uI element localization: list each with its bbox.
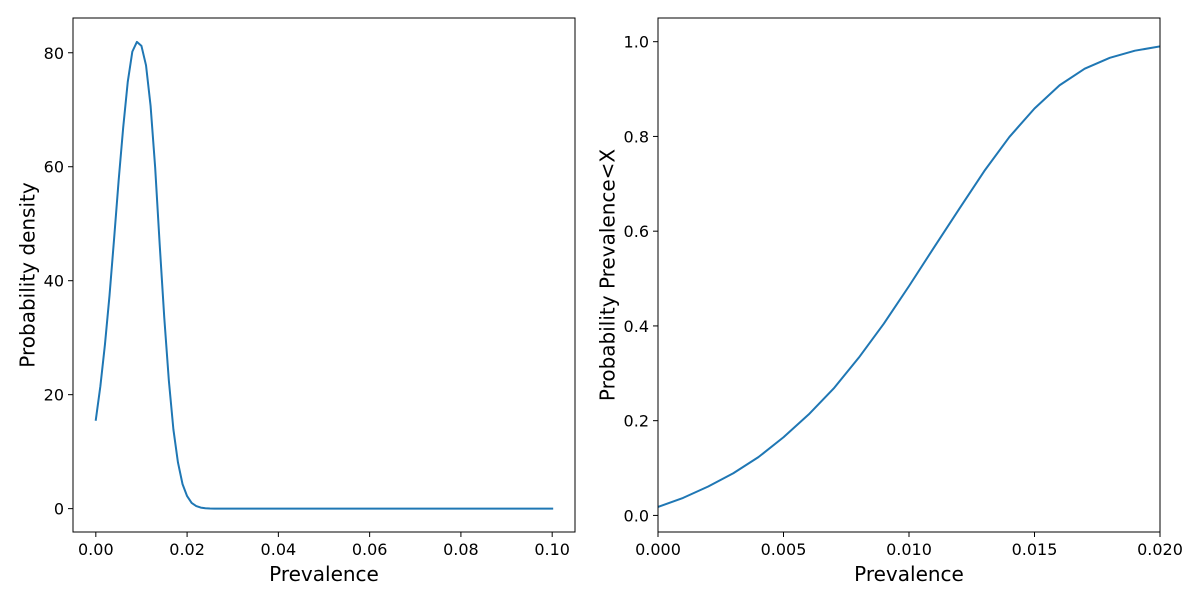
density-y-axis-label: Probability density: [16, 182, 40, 368]
cumulative-y-tick-label: 0.8: [624, 127, 649, 146]
density-plot-area: [94, 40, 554, 510]
density-y-tick-label: 40: [44, 272, 64, 291]
cumulative-y-tick-label: 0.0: [624, 506, 649, 525]
density-y-tick-label: 80: [44, 44, 64, 63]
cumulative-panel: 0.000 0.005 0.010 0.015 0.020 0.00.20.40.60.…: [596, 17, 1183, 586]
cumulative-y-tick-label: 0.6: [624, 222, 649, 241]
cumulative-y-tick-label: 0.4: [624, 317, 649, 336]
cumulative-x-axis-label: Prevalence: [854, 562, 964, 586]
cumulative-x-tick-label: 0.020: [1137, 540, 1183, 559]
density-x-axis-label: Prevalence: [269, 562, 379, 586]
density-series-line: [94, 40, 554, 510]
density-x-tick-label: 0.10: [534, 540, 570, 559]
density-y-tick-label: 60: [44, 158, 64, 177]
density-panel: 0.00 0.02 0.04 0.06 0.08 0.10 0 20 40 60 80 Preva…: [16, 17, 576, 586]
density-x-tick-label: 0.00: [78, 540, 114, 559]
density-x-tick-label: 0.06: [352, 540, 388, 559]
cumulative-series-line: [658, 45, 1160, 508]
density-y-tick-label: 0: [54, 500, 64, 519]
density-x-tick-label: 0.02: [169, 540, 205, 559]
cumulative-plot-area: [658, 45, 1160, 508]
cumulative-y-tick-label: 1.0: [624, 33, 649, 52]
cumulative-x-tick-label: 0.005: [761, 540, 807, 559]
cumulative-x-tick-label: 0.010: [886, 540, 932, 559]
cumulative-x-tick-label: 0.015: [1012, 540, 1058, 559]
cumulative-x-ticks: 0.000 0.005 0.010 0.015 0.020: [635, 532, 1183, 559]
density-y-ticks: 0 20 40 60 80: [44, 44, 73, 519]
density-x-ticks: 0.00 0.02 0.04 0.06 0.08 0.10: [78, 532, 570, 559]
density-x-tick-label: 0.08: [443, 540, 479, 559]
density-y-tick-label: 20: [44, 386, 64, 405]
cumulative-y-tick-label: 0.2: [624, 412, 649, 431]
cumulative-y-axis-label: Probability Prevalence<X: [596, 149, 620, 402]
density-x-tick-label: 0.04: [261, 540, 297, 559]
density-axes-frame: [72, 17, 576, 533]
cumulative-y-ticks: 0.0 0.2 0.4 0.6 0.8 1.0: [624, 33, 658, 525]
cumulative-x-tick-label: 0.000: [635, 540, 681, 559]
